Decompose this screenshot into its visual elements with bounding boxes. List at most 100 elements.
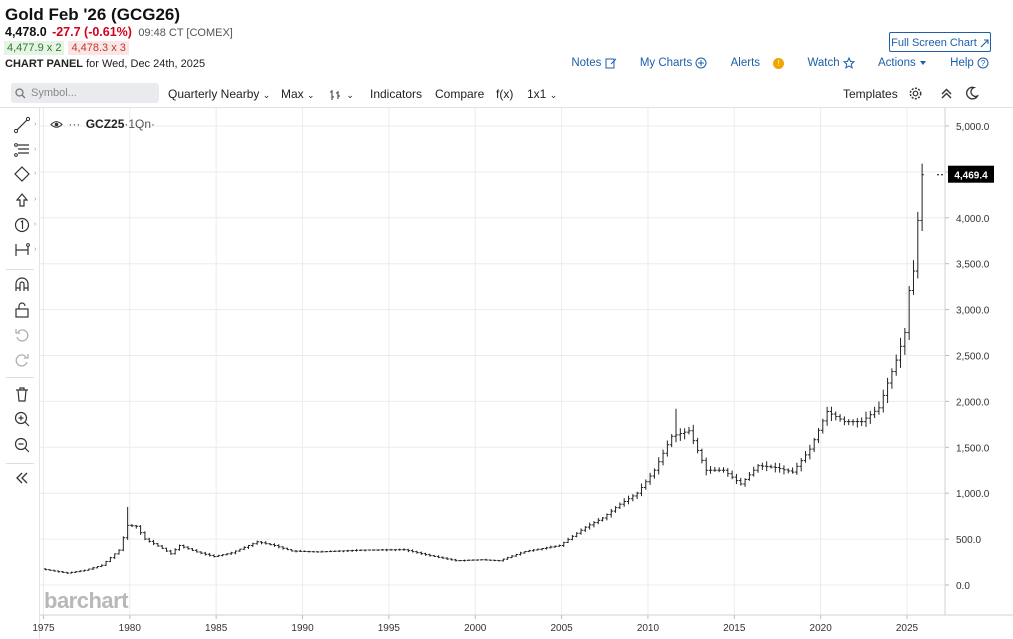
ohlc-bar <box>91 566 95 571</box>
ohlc-bar <box>540 548 544 551</box>
trend-line-icon[interactable] <box>12 115 32 135</box>
expand-arrow-icon[interactable]: › <box>34 170 37 177</box>
ohlc-bar <box>605 513 609 521</box>
ohlc-bar <box>618 502 622 510</box>
expand-arrow-icon[interactable]: › <box>34 246 37 253</box>
compare-button[interactable]: Compare <box>435 87 485 101</box>
ohlc-bar <box>251 542 255 548</box>
zoom-in-icon[interactable] <box>12 409 32 429</box>
page-title: Gold Feb '26 (GCG26) <box>5 5 181 24</box>
gear-icon[interactable] <box>908 86 923 101</box>
ohlc-bar <box>289 549 294 552</box>
watch-label: Watch <box>807 57 840 70</box>
eye-icon[interactable] <box>50 120 63 129</box>
chart-type-dropdown[interactable]: ⌄ <box>329 87 354 101</box>
watch-link[interactable]: Watch <box>797 57 855 70</box>
number-marker-icon[interactable] <box>12 215 32 235</box>
ohlc-bar <box>311 551 316 553</box>
fibonacci-icon[interactable] <box>12 140 32 160</box>
ohlc-bar <box>259 541 264 545</box>
ohlc-bar <box>389 548 393 551</box>
measure-icon[interactable] <box>12 240 32 260</box>
ohlc-bar <box>596 517 601 525</box>
expand-arrow-icon[interactable]: › <box>34 196 37 203</box>
chart-panel-date: for Wed, Dec 24th, 2025 <box>83 58 206 70</box>
ohlc-bar <box>376 549 380 552</box>
quote-line: 4,478.0 -27.7 (-0.61%) 09:48 CT [COMEX] <box>5 25 233 39</box>
range-dropdown[interactable]: Max ⌄ <box>281 87 315 101</box>
ohlc-bar <box>160 544 164 549</box>
quote-time: 09:48 CT [COMEX] <box>138 27 233 39</box>
price-chart[interactable]: 0.0 500.0 1,000.0 1,500.0 2,000.0 2,500.0 3,00… <box>0 108 1013 639</box>
ohlc-bar <box>527 549 532 553</box>
ohlc-bar <box>579 528 583 535</box>
x-tick-label: 1980 <box>119 623 142 634</box>
lock-icon[interactable] <box>12 300 32 320</box>
undo-icon[interactable] <box>12 325 32 345</box>
ohlc-bar <box>756 463 760 473</box>
help-link[interactable]: Help ? <box>940 57 989 69</box>
y-tick-label: 1,500.0 <box>956 443 990 454</box>
ohlc-bar <box>367 549 372 551</box>
ohlc-bar <box>229 551 234 555</box>
notes-link[interactable]: Notes <box>561 57 616 69</box>
double-chevron-up-icon[interactable] <box>940 87 953 100</box>
fx-button[interactable]: f(x) <box>496 87 514 101</box>
y-tick-label: 3,000.0 <box>956 306 990 317</box>
ohlc-bar <box>721 467 726 473</box>
chart-panel-label: CHART PANEL for Wed, Dec 24th, 2025 <box>5 58 205 70</box>
ohlc-bar <box>380 549 385 551</box>
ask-badge: 4,478.3 x 3 <box>68 41 129 55</box>
ohlc-bar <box>125 506 130 540</box>
ohlc-bar <box>138 525 143 535</box>
last-price-badge <box>948 165 994 183</box>
notes-icon <box>605 58 616 69</box>
ohlc-bar <box>69 571 74 574</box>
x-tick-label: 2010 <box>637 623 660 634</box>
trash-icon[interactable] <box>12 384 32 404</box>
ohlc-bar <box>203 551 208 556</box>
magnet-icon[interactable] <box>12 275 32 295</box>
full-screen-chart-button[interactable]: Full Screen Chart <box>889 32 991 52</box>
ohlc-bar <box>268 543 272 546</box>
ohlc-bar <box>881 389 886 413</box>
ohlc-bar <box>760 462 765 470</box>
redo-icon[interactable] <box>12 350 32 370</box>
period-dropdown[interactable]: Quarterly Nearby ⌄ <box>168 87 270 101</box>
more-options-icon[interactable]: ··· <box>68 117 81 131</box>
ohlc-bar <box>56 570 61 573</box>
ohlc-bar <box>803 450 808 463</box>
ohlc-bar <box>656 457 661 475</box>
ohlc-bar <box>859 417 864 427</box>
collapse-icon[interactable] <box>12 468 32 488</box>
ohlc-bar <box>74 571 78 573</box>
ohlc-bar <box>397 548 402 551</box>
x-tick-label: 1990 <box>291 623 314 634</box>
expand-arrow-icon[interactable]: › <box>34 121 37 128</box>
expand-arrow-icon[interactable]: › <box>34 146 37 153</box>
zoom-out-icon[interactable] <box>12 435 32 455</box>
ohlc-bar <box>786 468 791 474</box>
shapes-icon[interactable] <box>12 164 32 184</box>
ohlc-bar <box>441 556 445 559</box>
indicators-button[interactable]: Indicators <box>370 87 423 101</box>
ohlc-bar <box>544 546 549 550</box>
expand-arrow-icon[interactable]: › <box>34 221 37 228</box>
symbol-search-input[interactable]: Symbol... <box>11 83 159 103</box>
layout-label: 1x1 <box>527 87 547 101</box>
ohlc-bar <box>639 483 644 497</box>
chevron-down-icon: ⌄ <box>307 90 315 100</box>
my-charts-link[interactable]: My Charts <box>630 57 708 69</box>
moon-icon[interactable] <box>965 86 979 100</box>
ohlc-bar <box>333 550 337 552</box>
ohlc-bar <box>898 337 903 368</box>
layout-dropdown[interactable]: 1x1 ⌄ <box>527 87 557 101</box>
ohlc-bar <box>99 564 104 568</box>
alerts-link[interactable]: Alerts ! <box>721 57 785 69</box>
actions-menu[interactable]: Actions <box>868 57 927 69</box>
arrow-up-icon[interactable] <box>12 190 32 210</box>
alerts-label: Alerts <box>730 57 761 70</box>
ohlc-bar <box>147 537 152 543</box>
full-screen-label: Full Screen Chart <box>891 37 977 49</box>
templates-button[interactable]: Templates <box>843 87 898 101</box>
